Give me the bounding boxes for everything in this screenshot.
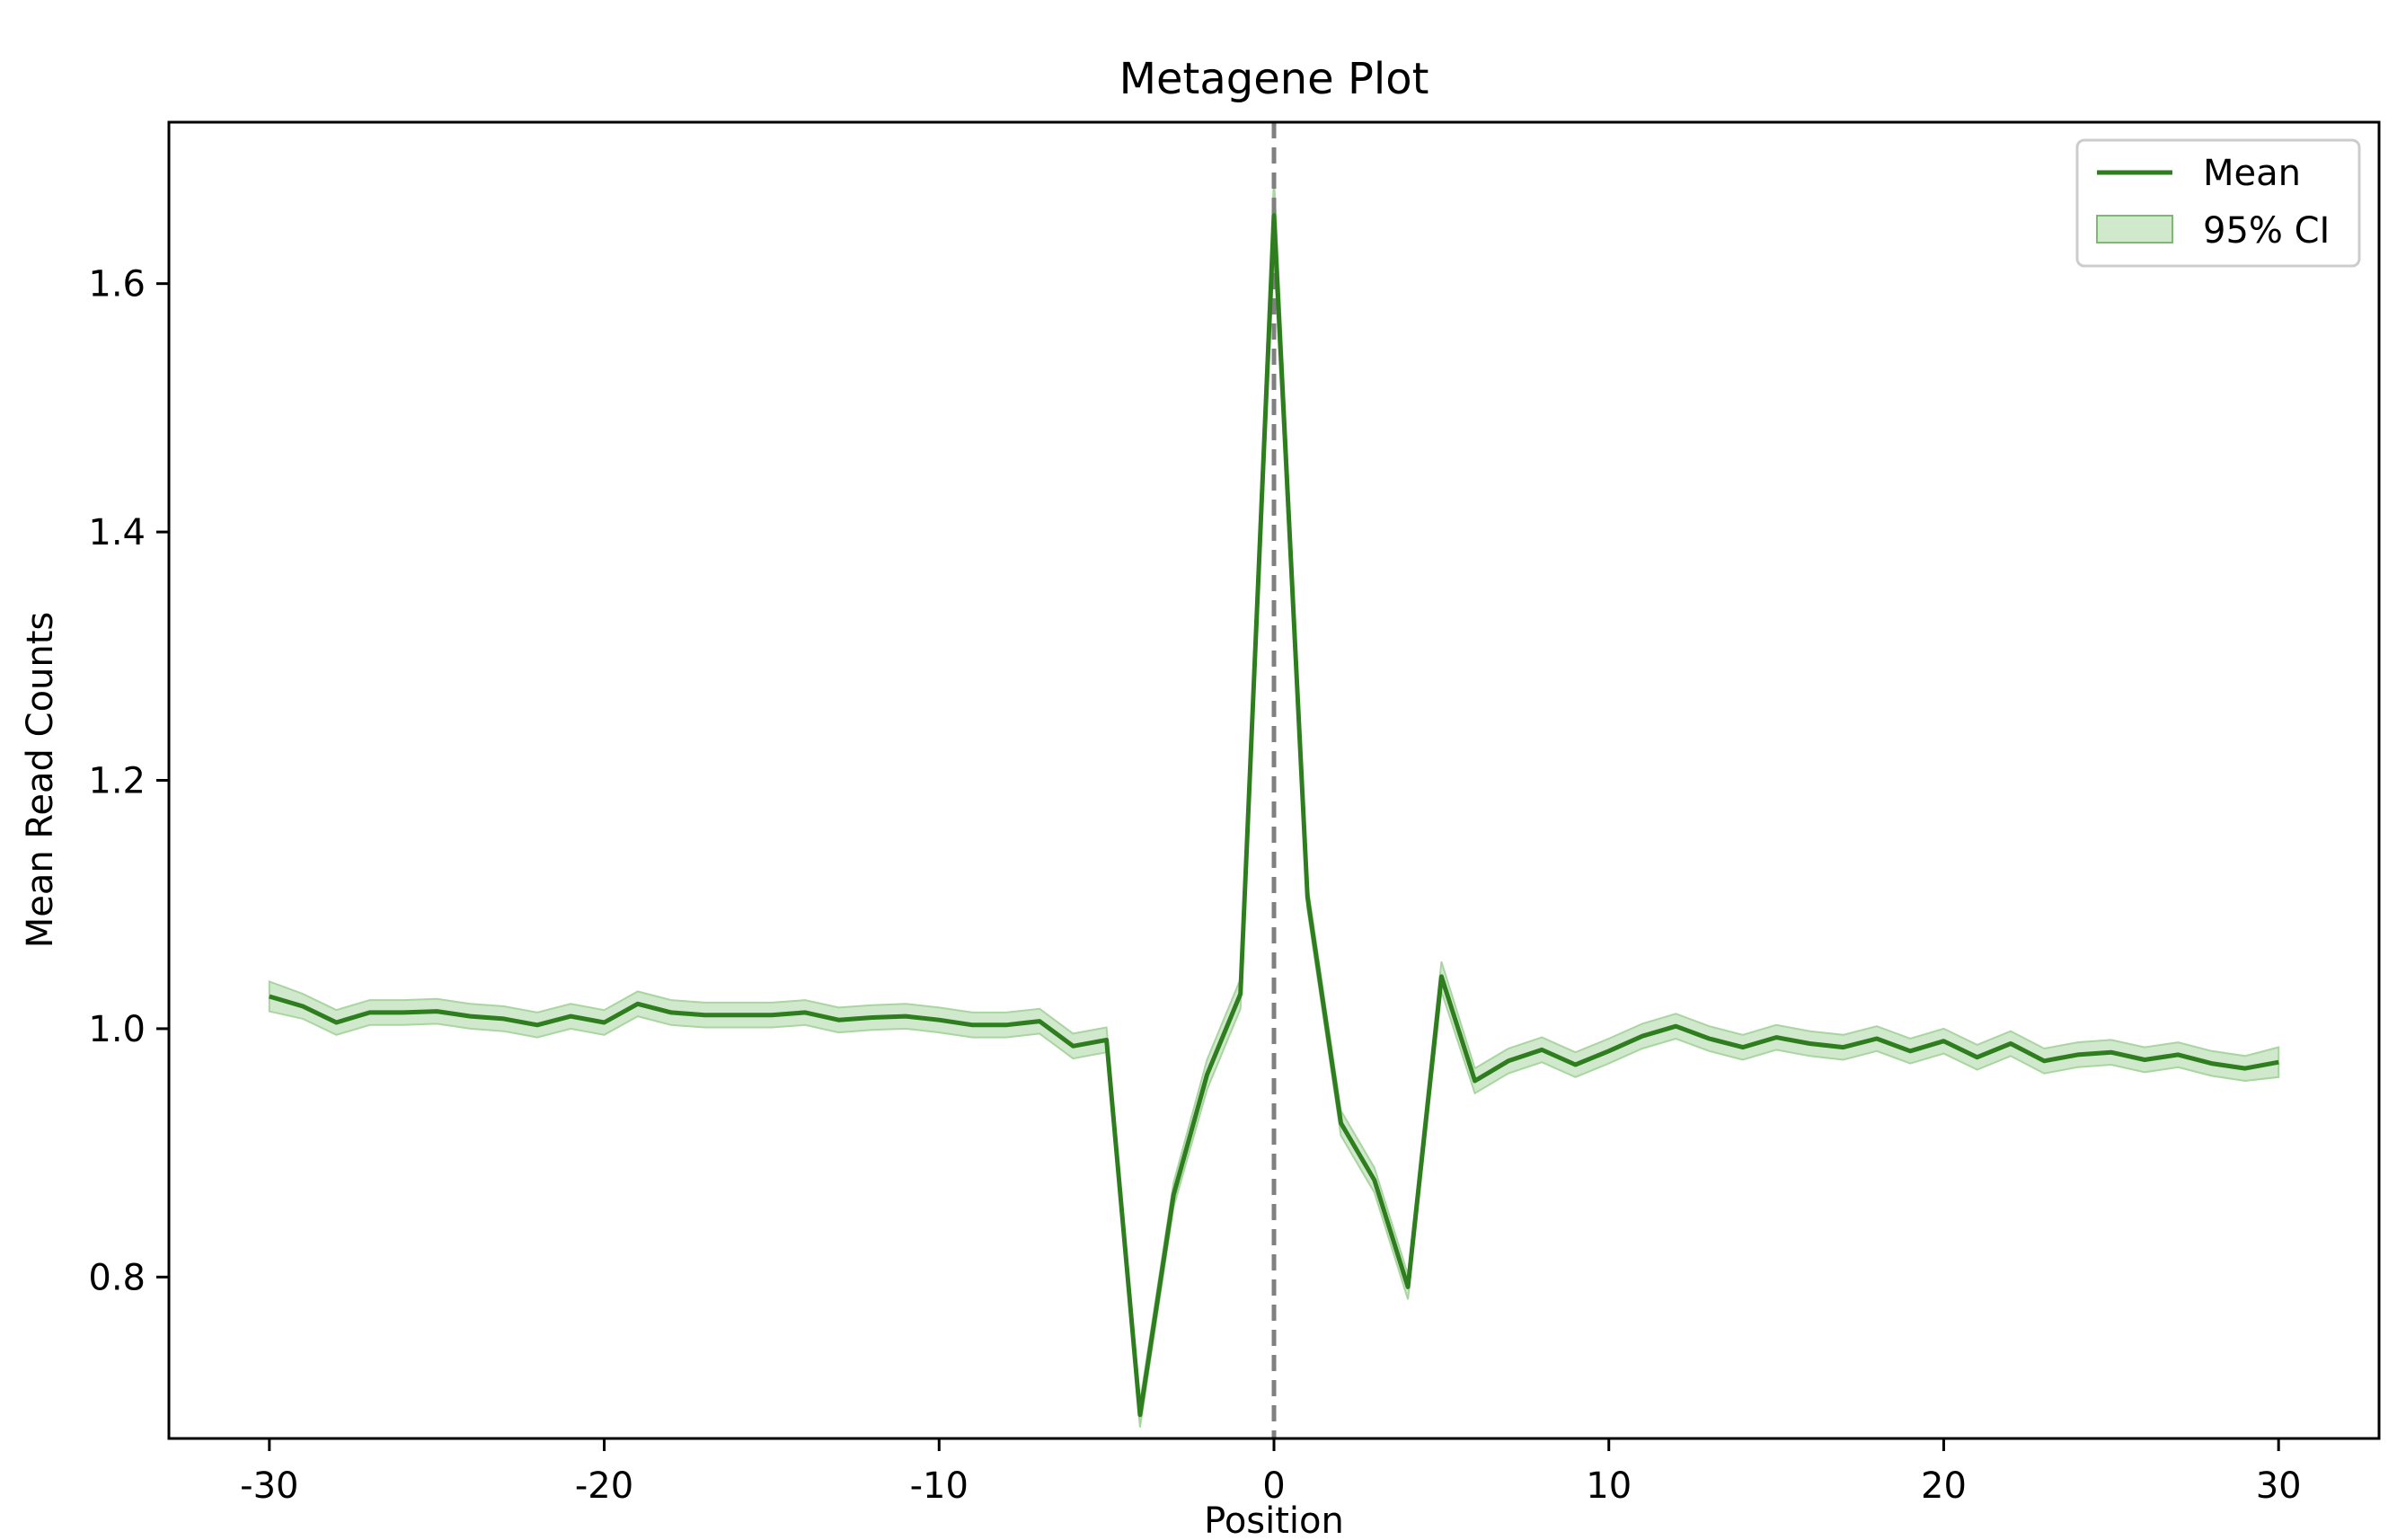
y-tick-label: 1.0 bbox=[88, 1009, 146, 1050]
x-tick-label: -30 bbox=[240, 1465, 298, 1507]
legend: Mean 95% CI bbox=[2075, 138, 2361, 268]
plot-area bbox=[268, 122, 2280, 1438]
x-axis-label: Position bbox=[1204, 1500, 1344, 1540]
x-axis: -30 -20 -10 0 10 20 30 bbox=[240, 1438, 2302, 1507]
mean-line bbox=[269, 213, 2279, 1418]
x-tick-label: -10 bbox=[910, 1465, 969, 1507]
legend-ci-swatch bbox=[2096, 215, 2173, 243]
y-tick-label: 1.4 bbox=[88, 512, 146, 553]
chart-title: Metagene Plot bbox=[1119, 54, 1429, 104]
legend-mean-label: Mean bbox=[2203, 153, 2301, 194]
legend-ci-label: 95% CI bbox=[2203, 210, 2330, 252]
y-tick-label: 1.2 bbox=[88, 761, 146, 802]
x-tick-label: 0 bbox=[1262, 1465, 1285, 1507]
x-tick-label: 20 bbox=[1921, 1465, 1967, 1507]
y-axis-label: Mean Read Counts bbox=[20, 612, 61, 949]
x-tick-label: 30 bbox=[2256, 1465, 2302, 1507]
x-tick-label: -20 bbox=[575, 1465, 633, 1507]
y-tick-label: 0.8 bbox=[88, 1257, 146, 1298]
x-tick-label: 10 bbox=[1586, 1465, 1632, 1507]
y-axis: 0.8 1.0 1.2 1.4 1.6 bbox=[88, 264, 169, 1298]
y-tick-label: 1.6 bbox=[88, 264, 146, 305]
ci-band bbox=[268, 178, 2280, 1428]
